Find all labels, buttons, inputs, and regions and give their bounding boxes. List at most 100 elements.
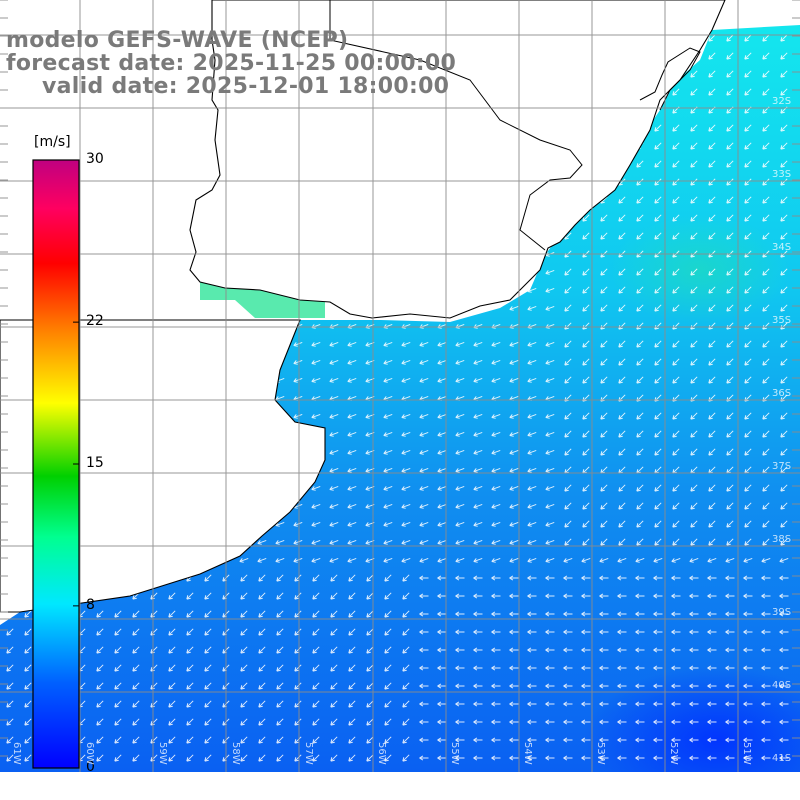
wind-arrows bbox=[6, 34, 789, 762]
wind-arrow bbox=[168, 664, 176, 672]
wind-arrow bbox=[168, 592, 176, 600]
wind-arrow bbox=[473, 467, 483, 473]
wind-arrow bbox=[6, 700, 14, 708]
wind-arrow bbox=[473, 611, 483, 617]
wind-arrow bbox=[6, 664, 14, 672]
wind-arrow bbox=[780, 502, 788, 510]
wind-arrow bbox=[618, 484, 626, 492]
wind-arrow bbox=[672, 430, 680, 438]
wind-arrow bbox=[672, 160, 680, 168]
wind-arrow bbox=[761, 611, 771, 617]
wind-arrow bbox=[293, 413, 303, 419]
wind-arrow bbox=[509, 449, 519, 455]
wind-arrow bbox=[545, 719, 555, 725]
wind-arrow bbox=[473, 359, 483, 365]
wind-arrow bbox=[725, 701, 735, 707]
wind-arrow bbox=[383, 539, 393, 545]
wind-arrow bbox=[96, 718, 104, 726]
wind-arrow bbox=[258, 700, 266, 708]
wind-arrow bbox=[600, 538, 608, 546]
wind-arrow bbox=[581, 593, 591, 599]
wind-arrow bbox=[726, 340, 734, 348]
wind-arrow bbox=[708, 124, 716, 132]
wind-arrow bbox=[726, 448, 734, 456]
wind-arrow bbox=[672, 484, 680, 492]
wind-arrow bbox=[455, 683, 465, 689]
wind-arrow bbox=[330, 682, 338, 690]
wind-arrow bbox=[311, 539, 321, 545]
wind-arrow bbox=[726, 286, 734, 294]
wind-arrow bbox=[708, 484, 716, 492]
wind-arrow bbox=[744, 430, 752, 438]
wind-arrow bbox=[690, 124, 698, 132]
wind-arrow bbox=[780, 196, 788, 204]
wind-arrow bbox=[653, 683, 663, 689]
wind-arrow bbox=[653, 737, 663, 743]
wind-arrow bbox=[473, 701, 483, 707]
wind-arrow bbox=[473, 341, 483, 347]
wind-arrow bbox=[689, 683, 699, 689]
wind-arrow bbox=[329, 359, 339, 365]
wind-arrow bbox=[563, 719, 573, 725]
wind-arrow bbox=[689, 593, 699, 599]
wind-arrow bbox=[491, 683, 501, 689]
wind-arrow bbox=[240, 574, 248, 582]
wind-arrow bbox=[330, 718, 338, 726]
wind-arrow bbox=[780, 214, 788, 222]
wind-arrow bbox=[96, 664, 104, 672]
wind-arrow bbox=[654, 286, 662, 294]
wind-arrow bbox=[419, 467, 429, 473]
longitude-label: 58W bbox=[230, 742, 241, 765]
longitude-label: 61W bbox=[11, 742, 22, 765]
wind-arrow bbox=[689, 665, 699, 671]
wind-arrow bbox=[437, 593, 447, 599]
wind-arrow bbox=[689, 701, 699, 707]
wind-arrow bbox=[672, 178, 680, 186]
wind-arrow bbox=[618, 430, 626, 438]
wind-arrow bbox=[186, 646, 194, 654]
wind-arrow bbox=[455, 467, 465, 473]
wind-arrow bbox=[708, 412, 716, 420]
wind-arrow bbox=[762, 52, 770, 60]
wind-arrow bbox=[708, 268, 716, 276]
wind-arrow bbox=[744, 484, 752, 492]
wind-arrow bbox=[654, 412, 662, 420]
wind-arrow bbox=[383, 341, 393, 347]
wind-arrow bbox=[329, 341, 339, 347]
wind-arrow bbox=[186, 736, 194, 744]
wind-arrow bbox=[780, 304, 788, 312]
wind-arrow bbox=[564, 520, 572, 528]
wind-arrow bbox=[402, 574, 410, 582]
wind-arrow bbox=[383, 557, 393, 563]
wind-arrow bbox=[545, 449, 555, 455]
wind-arrow bbox=[545, 557, 555, 563]
wind-arrow bbox=[545, 503, 555, 509]
wind-arrow bbox=[708, 52, 716, 60]
wind-arrow bbox=[204, 610, 212, 618]
wind-arrow bbox=[671, 557, 681, 563]
wind-arrow bbox=[204, 736, 212, 744]
wind-arrow bbox=[437, 647, 447, 653]
wind-arrow bbox=[509, 467, 519, 473]
colorbar-tick-label: 0 bbox=[86, 759, 95, 775]
wind-arrow bbox=[744, 448, 752, 456]
wind-arrow bbox=[96, 700, 104, 708]
wind-arrow bbox=[779, 593, 789, 599]
wind-arrow bbox=[563, 755, 573, 761]
wind-arrow bbox=[186, 610, 194, 618]
wind-arrow bbox=[527, 665, 537, 671]
wind-arrow bbox=[743, 737, 753, 743]
wind-arrow bbox=[599, 755, 609, 761]
wind-arrow bbox=[708, 34, 716, 42]
wind-arrow bbox=[726, 196, 734, 204]
wind-arrow bbox=[671, 683, 681, 689]
wind-arrow bbox=[708, 232, 716, 240]
wind-arrow bbox=[744, 88, 752, 96]
wind-arrow bbox=[402, 592, 410, 600]
wind-arrow bbox=[618, 340, 626, 348]
wind-arrow bbox=[437, 539, 447, 545]
wind-arrow bbox=[258, 610, 266, 618]
wind-arrow bbox=[509, 593, 519, 599]
wind-arrow bbox=[311, 359, 321, 365]
